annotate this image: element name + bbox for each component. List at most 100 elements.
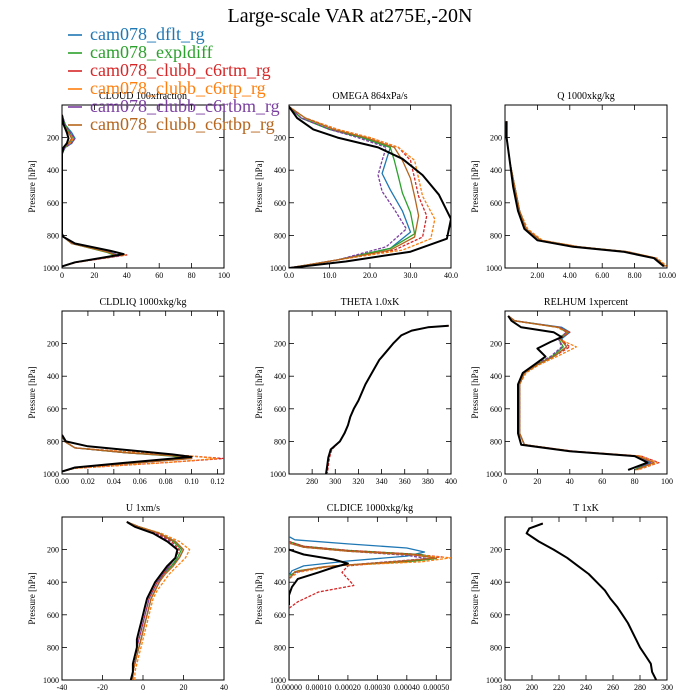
x-tick-label: 200 (526, 683, 538, 692)
series-line (289, 106, 428, 268)
series-line (505, 121, 665, 267)
x-tick-label: 0.00010 (305, 683, 331, 692)
y-tick-label: 1000 (43, 264, 59, 273)
series-line (289, 106, 412, 268)
y-tick-label: 200 (490, 340, 502, 349)
x-tick-label: 240 (580, 683, 592, 692)
x-tick-label: 280 (306, 477, 318, 486)
chart-panel: 0 20 40 60 80 100 200 400 600 800 1000 RELHUM 1xper… (470, 297, 673, 486)
series-line (525, 522, 657, 680)
y-axis-label: Pressure [hPa] (470, 366, 480, 418)
series-line (505, 121, 666, 267)
chart-panel: 0.00 0.02 0.04 0.06 0.08 0.10 0.12 200 400 600 800… (27, 297, 225, 486)
chart-panel: 180 200 220 240 260 280 300 200 400 600 800 1000 T 1… (470, 503, 673, 692)
series-line (62, 114, 117, 268)
x-tick-label: 220 (553, 683, 565, 692)
y-tick-label: 400 (274, 578, 286, 587)
x-tick-label: 0.00050 (423, 683, 449, 692)
x-tick-label: 380 (422, 477, 434, 486)
x-tick-label: -40 (57, 683, 68, 692)
x-tick-label: 0.02 (81, 477, 95, 486)
x-tick-label: 6.00 (595, 271, 609, 280)
x-tick-label: 40 (220, 683, 228, 692)
y-tick-label: 1000 (43, 470, 59, 479)
x-tick-label: 0.04 (107, 477, 121, 486)
legend-label: cam078_clubb_c6rtbm_rg (90, 96, 280, 116)
plot-frame (504, 310, 668, 475)
plot-frame (504, 104, 668, 269)
series-line (289, 106, 436, 268)
x-tick-label: 4.00 (563, 271, 577, 280)
panel-title: CLOUD 100xfraction (99, 91, 187, 102)
y-tick-label: 1000 (486, 676, 502, 685)
y-tick-label: 800 (274, 437, 286, 446)
series-line (507, 315, 649, 471)
x-tick-label: 340 (376, 477, 388, 486)
y-tick-label: 800 (47, 437, 59, 446)
series-line (62, 434, 193, 473)
y-tick-label: 200 (274, 340, 286, 349)
x-tick-label: 360 (399, 477, 411, 486)
x-tick-label: 80 (188, 271, 196, 280)
y-tick-label: 200 (490, 134, 502, 143)
x-tick-label: 300 (329, 477, 341, 486)
legend-label: cam078_expldiff (90, 42, 213, 62)
y-tick-label: 800 (47, 643, 59, 652)
x-tick-label: 0.00 (55, 477, 69, 486)
y-tick-label: 600 (490, 405, 502, 414)
legend: cam078_dflt_rgcam078_expldiffcam078_club… (68, 24, 280, 134)
series-line (525, 522, 657, 680)
y-axis-label: Pressure [hPa] (27, 366, 37, 418)
y-tick-label: 1000 (486, 470, 502, 479)
x-tick-label: 0 (141, 683, 145, 692)
y-tick-label: 200 (274, 134, 286, 143)
series-line (126, 521, 179, 680)
y-tick-label: 600 (47, 199, 59, 208)
series-line (525, 522, 658, 680)
legend-label: cam078_clubb_c6rtm_rg (90, 60, 271, 80)
y-tick-label: 1000 (270, 676, 286, 685)
y-tick-label: 600 (274, 405, 286, 414)
chart-panel: -40 -20 0 20 40 200 400 600 800 1000 U 1xm/s Pressu… (27, 503, 228, 692)
chart-panel: 2.00 4.00 6.00 8.00 10.00 200 400 600 800 1000 Q 1… (470, 91, 676, 280)
x-tick-label: 300 (661, 683, 673, 692)
y-tick-label: 400 (490, 578, 502, 587)
figure-title: Large-scale VAR at275E,-20N (228, 5, 473, 27)
y-axis-label: Pressure [hPa] (254, 572, 264, 624)
y-tick-label: 1000 (270, 264, 286, 273)
panel-title: CLDICE 1000xkg/kg (327, 503, 413, 514)
series-line (62, 114, 125, 268)
y-tick-label: 1000 (270, 470, 286, 479)
legend-label: cam078_dflt_rg (90, 24, 205, 44)
series-line (289, 106, 451, 268)
y-tick-label: 800 (274, 643, 286, 652)
chart-panel: 0.00000 0.00010 0.00020 0.00030 0.00040 0.000… (254, 503, 452, 692)
series-line (289, 106, 420, 268)
y-tick-label: 600 (274, 611, 286, 620)
x-tick-label: 100 (218, 271, 230, 280)
x-tick-label: 0.08 (159, 477, 173, 486)
y-tick-label: 200 (47, 134, 59, 143)
y-tick-label: 800 (274, 231, 286, 240)
x-tick-label: 0 (503, 477, 507, 486)
y-tick-label: 600 (490, 611, 502, 620)
x-tick-label: 10.00 (658, 271, 676, 280)
panel-title: THETA 1.0xK (341, 297, 400, 308)
x-tick-label: 20 (533, 477, 541, 486)
y-tick-label: 600 (274, 199, 286, 208)
y-tick-label: 600 (490, 199, 502, 208)
y-tick-label: 800 (490, 231, 502, 240)
y-tick-label: 400 (47, 578, 59, 587)
panel-title: RELHUM 1xpercent (544, 297, 628, 308)
y-tick-label: 600 (47, 611, 59, 620)
panel-title: CLDLIQ 1000xkg/kg (100, 297, 187, 308)
x-tick-label: 0.00020 (335, 683, 361, 692)
plot-frame (61, 310, 225, 475)
series-line (289, 542, 437, 580)
y-tick-label: 1000 (43, 676, 59, 685)
y-axis-label: Pressure [hPa] (27, 160, 37, 212)
chart-panel: 0.0 10.0 20.0 30.0 40.0 200 400 600 800 1000 OMEGA… (254, 91, 458, 280)
x-tick-label: 0.10 (185, 477, 199, 486)
legend-label: cam078_clubb_c6rtbp_rg (90, 114, 275, 134)
x-tick-label: 0.12 (211, 477, 225, 486)
